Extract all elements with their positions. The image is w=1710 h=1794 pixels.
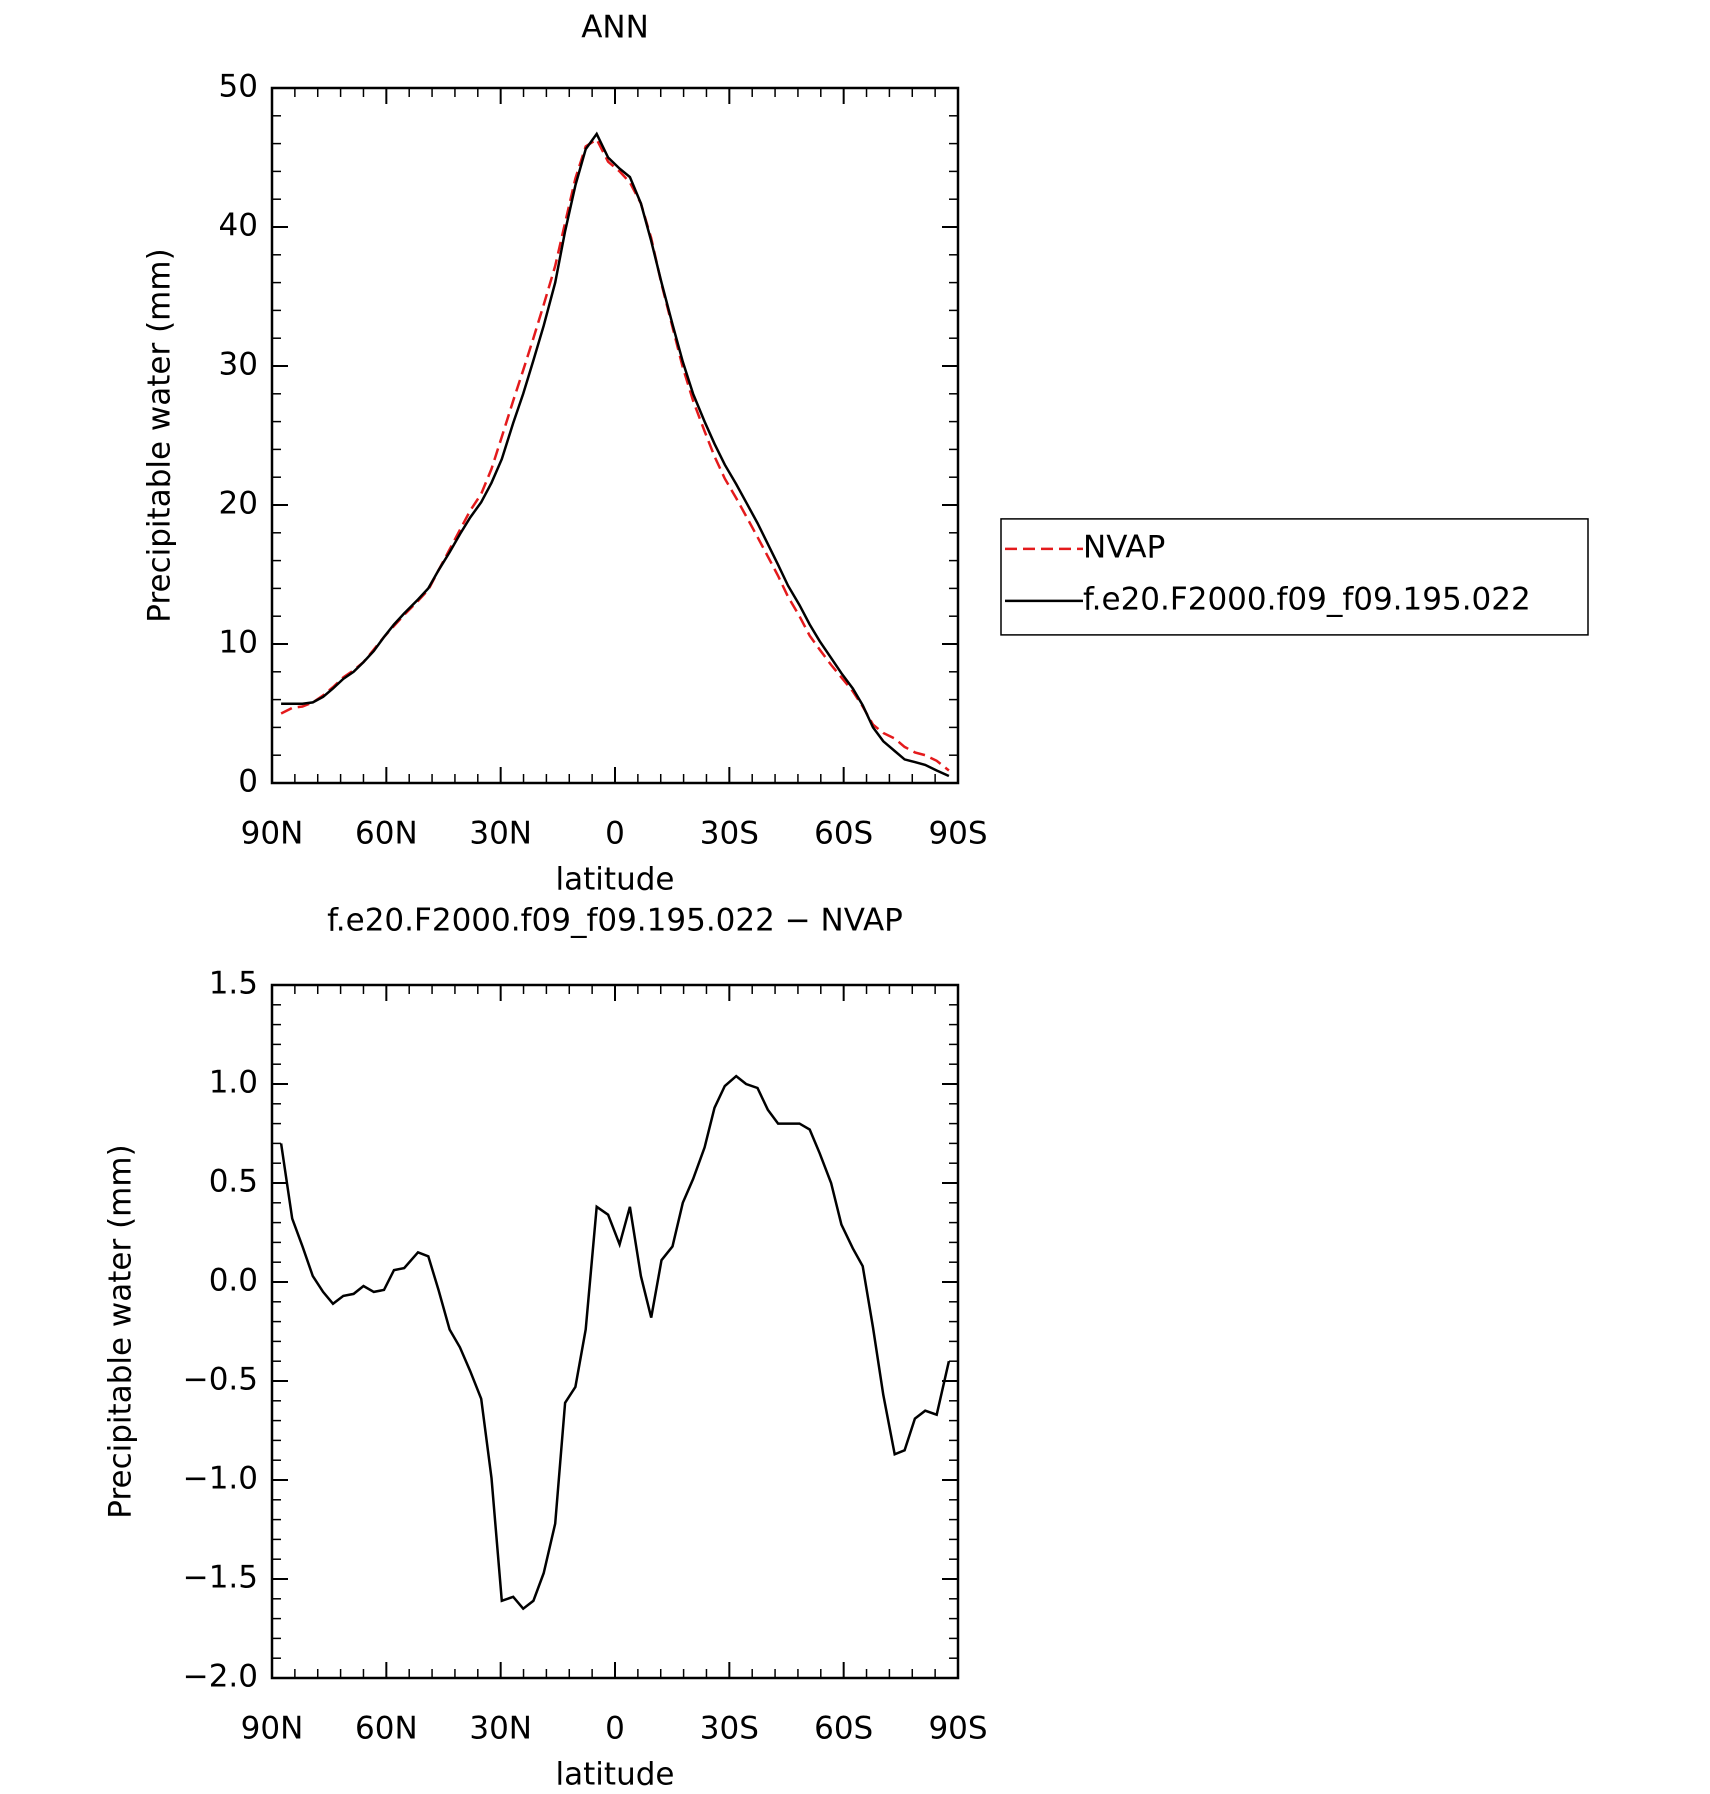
y-tick-label: −1.0 [183,1461,258,1497]
y-tick-label: 1.5 [209,966,258,1002]
plot-frame [270,86,960,785]
legend-label: f.e20.F2000.f09_f09.195.022 [1083,581,1531,617]
x-tick-label: 60S [814,1711,873,1747]
y-tick-label: 40 [219,208,258,244]
y-tick-label: 10 [219,625,258,661]
y-tick-label: 0 [238,764,258,800]
x-tick-label: 60S [814,816,873,852]
x-tick-label: 30S [700,816,759,852]
chart-title: f.e20.F2000.f09_f09.195.022 − NVAP [327,903,903,939]
data-line [281,131,950,778]
x-tick-label: 30N [469,816,532,852]
y-tick-label: −0.5 [183,1362,258,1398]
plot-frame [270,983,960,1680]
y-tick-label: 30 [219,347,258,383]
y-tick-label: −1.5 [183,1560,258,1596]
x-tick-label: 90S [928,816,987,852]
x-axis-label: latitude [556,1757,675,1793]
y-tick-label: 20 [219,486,258,522]
data-line [279,1074,951,1611]
x-axis-label: latitude [556,862,675,898]
x-tick-label: 0 [605,1711,625,1747]
y-tick-label: 0.5 [209,1164,258,1200]
x-tick-label: 60N [355,1711,418,1747]
y-tick-label: 50 [219,69,258,105]
data-line [280,137,950,772]
y-axis-label: Precipitable water (mm) [142,248,178,622]
y-tick-label: 1.0 [209,1065,258,1101]
x-tick-label: 90S [928,1711,987,1747]
x-tick-label: 30S [700,1711,759,1747]
legend-label: NVAP [1083,529,1165,565]
x-tick-label: 90N [241,1711,304,1747]
y-tick-label: 0.0 [209,1263,258,1299]
legend-box [1000,518,1589,636]
chart-title: ANN [581,10,649,46]
x-tick-label: 60N [355,816,418,852]
x-tick-label: 90N [241,816,304,852]
y-tick-label: −2.0 [183,1659,258,1695]
x-tick-label: 0 [605,816,625,852]
x-tick-label: 30N [469,1711,532,1747]
y-axis-label: Precipitable water (mm) [103,1144,139,1518]
